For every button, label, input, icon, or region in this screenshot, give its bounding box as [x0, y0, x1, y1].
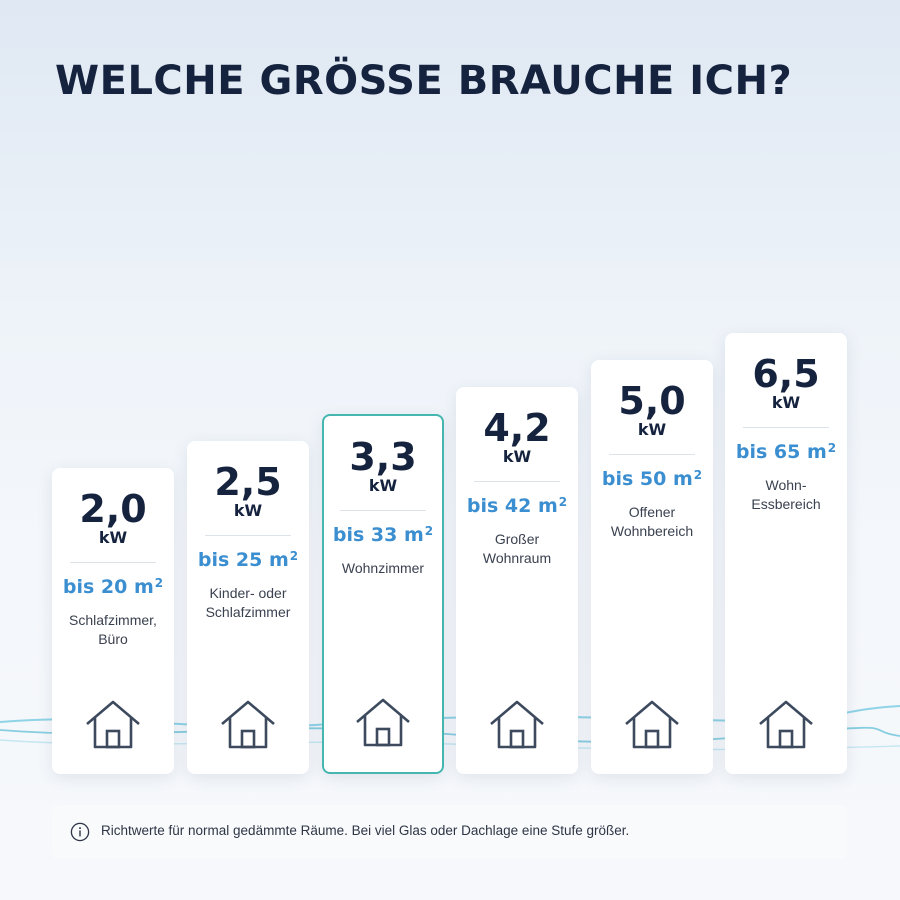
- info-note: Richtwerte für normal gedämmte Räume. Be…: [52, 805, 847, 859]
- room-type: Kinder- oder Schlafzimmer: [205, 585, 291, 620]
- room-type: Wohnzimmer: [341, 560, 425, 576]
- area-value: bis 65 m2: [735, 441, 837, 463]
- power-unit: kW: [637, 420, 667, 439]
- room-type: Wohn-Essbereich: [751, 477, 821, 512]
- power-value: 2,0: [79, 487, 147, 531]
- house-icon: [221, 700, 275, 749]
- house-icon: [490, 700, 544, 749]
- power-unit: kW: [233, 501, 263, 520]
- power-value: 4,2: [483, 406, 551, 450]
- area-value: bis 25 m2: [197, 549, 299, 571]
- area-value: bis 33 m2: [332, 524, 434, 546]
- power-value: 6,5: [752, 352, 820, 396]
- page-title: WELCHE GRÖSSE BRAUCHE ICH?: [55, 58, 793, 104]
- house-icon: [356, 698, 410, 747]
- power-value: 2,5: [214, 460, 282, 504]
- area-value: bis 50 m2: [601, 468, 703, 490]
- size-card: 5,0 kW bis 50 m2 Offener Wohnbereich: [591, 360, 713, 774]
- house-icon: [86, 700, 140, 749]
- card-divider: [340, 510, 426, 511]
- power-unit: kW: [502, 447, 532, 466]
- size-card: 2,0 kW bis 20 m2 Schlafzimmer, Büro: [52, 468, 174, 774]
- card-divider: [70, 562, 156, 563]
- room-type: Großer Wohnraum: [482, 531, 552, 566]
- size-card: 6,5 kW bis 65 m2 Wohn-Essbereich: [725, 333, 847, 774]
- card-divider: [205, 535, 291, 536]
- power-unit: kW: [771, 393, 801, 412]
- info-note-text: Richtwerte für normal gedämmte Räume. Be…: [101, 823, 630, 838]
- card-divider: [474, 481, 560, 482]
- card-divider: [609, 454, 695, 455]
- size-card-highlighted: 3,3 kW bis 33 m2 Wohnzimmer: [322, 414, 444, 774]
- info-icon: [70, 822, 90, 842]
- area-value: bis 42 m2: [466, 495, 568, 517]
- house-icon: [759, 700, 813, 749]
- room-type: Offener Wohnbereich: [610, 504, 694, 539]
- card-divider: [743, 427, 829, 428]
- size-card: 2,5 kW bis 25 m2 Kinder- oder Schlafzimm…: [187, 441, 309, 774]
- room-type: Schlafzimmer, Büro: [69, 612, 157, 647]
- power-value: 5,0: [618, 379, 686, 423]
- size-card: 4,2 kW bis 42 m2 Großer Wohnraum: [456, 387, 578, 774]
- power-unit: kW: [368, 476, 398, 495]
- area-value: bis 20 m2: [62, 576, 164, 598]
- power-unit: kW: [98, 528, 128, 547]
- house-icon: [625, 700, 679, 749]
- power-value: 3,3: [349, 435, 417, 479]
